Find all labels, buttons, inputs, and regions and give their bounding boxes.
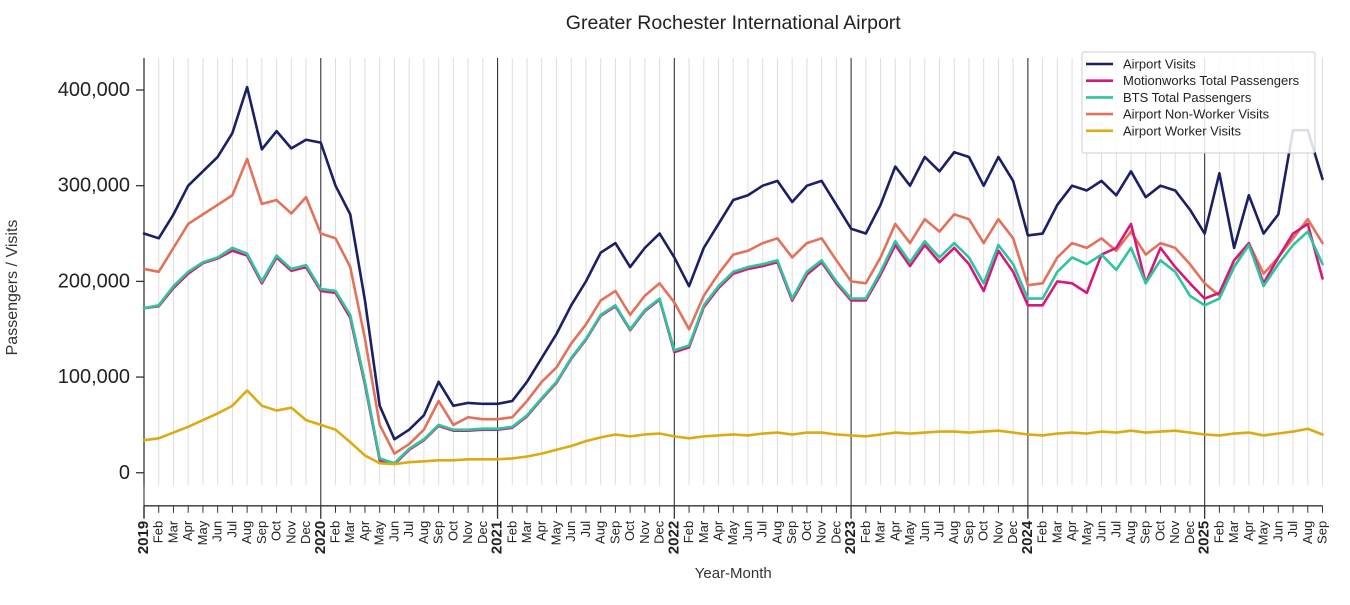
- svg-text:Feb: Feb: [1035, 521, 1050, 543]
- svg-text:Feb: Feb: [681, 521, 696, 543]
- svg-text:Year-Month: Year-Month: [695, 565, 772, 582]
- svg-text:Apr: Apr: [1064, 520, 1079, 541]
- svg-text:2022: 2022: [665, 521, 682, 554]
- svg-text:Sep: Sep: [1315, 521, 1330, 544]
- svg-text:2019: 2019: [135, 521, 152, 554]
- svg-text:Airport Visits: Airport Visits: [1123, 57, 1196, 72]
- svg-text:Feb: Feb: [1211, 521, 1226, 543]
- svg-text:Airport Non-Worker Visits: Airport Non-Worker Visits: [1123, 107, 1270, 122]
- svg-text:Oct: Oct: [799, 520, 814, 541]
- svg-text:2020: 2020: [312, 521, 329, 554]
- svg-text:Oct: Oct: [976, 520, 991, 541]
- svg-text:Jul: Jul: [401, 521, 416, 538]
- svg-text:Oct: Oct: [622, 520, 637, 541]
- svg-text:Mar: Mar: [165, 520, 180, 543]
- svg-text:2025: 2025: [1196, 521, 1213, 554]
- svg-text:May: May: [1079, 520, 1094, 545]
- svg-text:Oct: Oct: [1152, 520, 1167, 541]
- svg-text:Nov: Nov: [460, 520, 475, 544]
- svg-text:Aug: Aug: [1300, 521, 1315, 544]
- svg-text:Apr: Apr: [534, 520, 549, 541]
- svg-text:Mar: Mar: [519, 520, 534, 543]
- svg-text:100,000: 100,000: [58, 366, 130, 388]
- svg-text:Jun: Jun: [210, 521, 225, 542]
- svg-text:Nov: Nov: [814, 520, 829, 544]
- svg-text:Mar: Mar: [1226, 520, 1241, 543]
- svg-text:Oct: Oct: [445, 520, 460, 541]
- svg-text:Aug: Aug: [946, 521, 961, 544]
- svg-text:Airport Worker Visits: Airport Worker Visits: [1123, 123, 1241, 138]
- svg-text:May: May: [902, 520, 917, 545]
- svg-text:Nov: Nov: [283, 520, 298, 544]
- svg-text:Jul: Jul: [1108, 521, 1123, 538]
- svg-text:Sep: Sep: [961, 521, 976, 544]
- svg-text:Nov: Nov: [1167, 520, 1182, 544]
- svg-text:Sep: Sep: [254, 521, 269, 544]
- svg-text:Nov: Nov: [637, 520, 652, 544]
- svg-text:Jul: Jul: [931, 521, 946, 538]
- svg-text:Mar: Mar: [1049, 520, 1064, 543]
- svg-text:Jun: Jun: [1270, 521, 1285, 542]
- svg-text:Jul: Jul: [224, 521, 239, 538]
- svg-text:May: May: [725, 520, 740, 545]
- svg-text:May: May: [548, 520, 563, 545]
- svg-text:May: May: [195, 520, 210, 545]
- svg-text:Aug: Aug: [416, 521, 431, 544]
- svg-text:Apr: Apr: [1241, 520, 1256, 541]
- svg-text:Aug: Aug: [239, 521, 254, 544]
- svg-text:2024: 2024: [1019, 520, 1036, 554]
- svg-text:Sep: Sep: [431, 521, 446, 544]
- svg-text:Aug: Aug: [769, 521, 784, 544]
- svg-text:Apr: Apr: [357, 520, 372, 541]
- svg-text:Sep: Sep: [1138, 521, 1153, 544]
- svg-text:Aug: Aug: [1123, 521, 1138, 544]
- svg-text:Jun: Jun: [917, 521, 932, 542]
- svg-text:Mar: Mar: [342, 520, 357, 543]
- svg-text:Feb: Feb: [328, 521, 343, 543]
- svg-text:May: May: [1256, 520, 1271, 545]
- svg-text:Mar: Mar: [873, 520, 888, 543]
- svg-text:Nov: Nov: [990, 520, 1005, 544]
- svg-text:Mar: Mar: [696, 520, 711, 543]
- svg-text:Apr: Apr: [180, 520, 195, 541]
- svg-text:200,000: 200,000: [58, 270, 130, 292]
- svg-text:Jun: Jun: [563, 521, 578, 542]
- svg-text:Greater Rochester Internationa: Greater Rochester International Airport: [566, 12, 902, 34]
- svg-text:400,000: 400,000: [58, 79, 130, 101]
- svg-text:Jun: Jun: [740, 521, 755, 542]
- svg-text:Jul: Jul: [755, 521, 770, 538]
- svg-text:Sep: Sep: [784, 521, 799, 544]
- svg-text:Sep: Sep: [607, 521, 622, 544]
- svg-text:Jul: Jul: [1285, 521, 1300, 538]
- svg-text:Jul: Jul: [578, 521, 593, 538]
- svg-text:300,000: 300,000: [58, 175, 130, 197]
- svg-text:Feb: Feb: [151, 521, 166, 543]
- svg-text:May: May: [372, 520, 387, 545]
- svg-text:BTS Total Passengers: BTS Total Passengers: [1123, 90, 1252, 105]
- svg-text:Jun: Jun: [1094, 521, 1109, 542]
- svg-text:0: 0: [119, 462, 130, 484]
- svg-text:Feb: Feb: [504, 521, 519, 543]
- svg-text:Apr: Apr: [887, 520, 902, 541]
- svg-text:Aug: Aug: [593, 521, 608, 544]
- svg-text:2023: 2023: [842, 521, 859, 554]
- svg-text:Apr: Apr: [711, 520, 726, 541]
- svg-text:Passengers / Visits: Passengers / Visits: [4, 220, 21, 356]
- svg-text:Motionworks Total Passengers: Motionworks Total Passengers: [1123, 73, 1300, 88]
- svg-text:Oct: Oct: [269, 520, 284, 541]
- svg-text:2021: 2021: [489, 521, 506, 554]
- svg-text:Jun: Jun: [386, 521, 401, 542]
- svg-text:Feb: Feb: [858, 521, 873, 543]
